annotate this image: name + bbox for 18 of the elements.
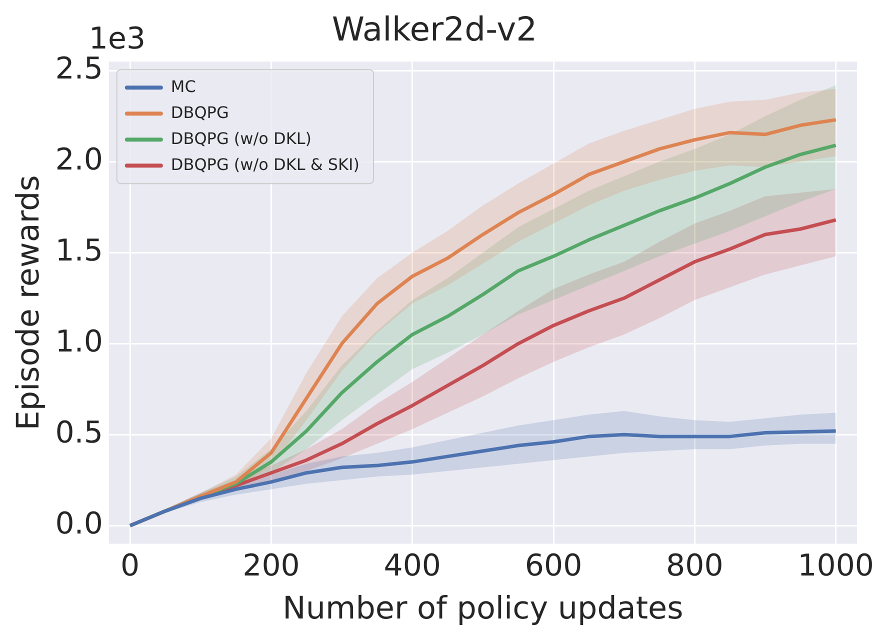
- legend-label: MC: [170, 76, 196, 96]
- x-tick-label: 1000: [798, 548, 874, 584]
- y-tick-label: 2.0: [55, 142, 103, 178]
- legend-label: DBQPG: [170, 102, 229, 122]
- x-tick-label: 600: [524, 548, 582, 584]
- x-tick-label: 800: [666, 548, 724, 584]
- x-tick-label: 400: [384, 548, 442, 584]
- chart-title: Walker2d-v2: [332, 9, 538, 48]
- y-tick-label: 1.5: [55, 233, 103, 268]
- y-tick-label: 1.0: [55, 324, 103, 360]
- legend-label: DBQPG (w/o DKL): [170, 128, 312, 148]
- legend-label: DBQPG (w/o DKL & SKI): [170, 154, 360, 174]
- y-axis-title: Episode rewards: [10, 175, 47, 430]
- y-tick-label: 0.5: [55, 415, 103, 450]
- y-tick-label: 0.0: [55, 506, 103, 542]
- x-tick-label: 0: [120, 548, 140, 584]
- x-axis-title: Number of policy updates: [282, 590, 684, 626]
- x-tick-label: 200: [242, 548, 300, 584]
